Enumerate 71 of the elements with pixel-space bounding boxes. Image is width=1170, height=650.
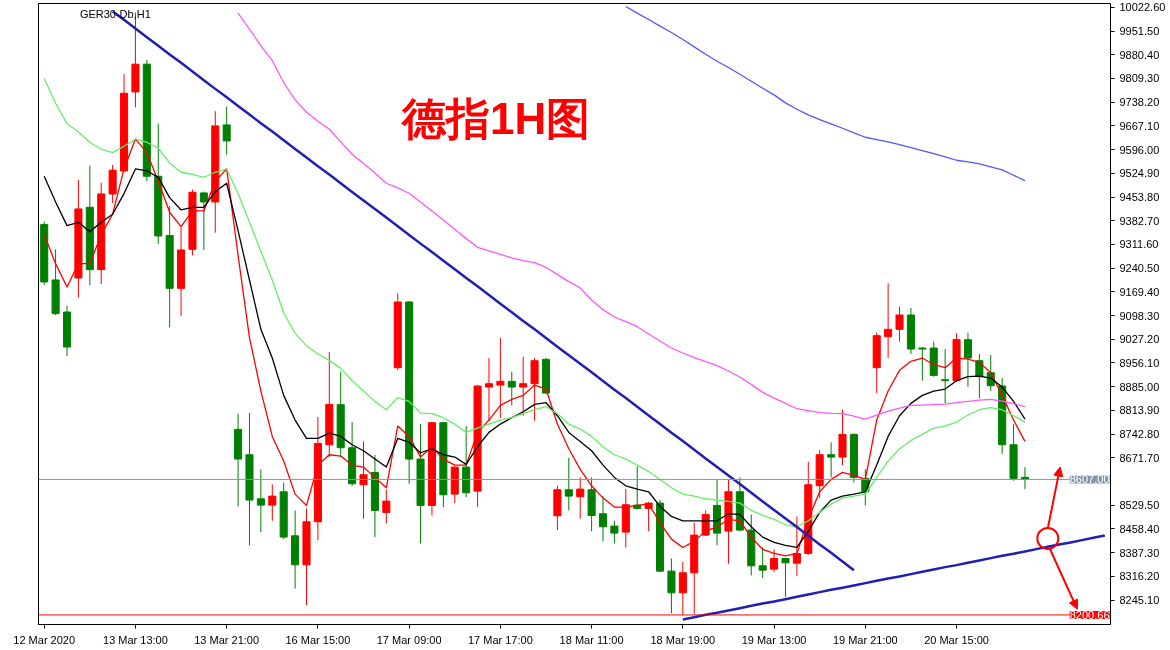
- line-series: [43, 77, 1026, 528]
- candlestick: [838, 409, 847, 466]
- candlestick: [222, 106, 231, 156]
- candlestick: [199, 191, 208, 251]
- y-tick-label: 9027.20: [1119, 333, 1160, 346]
- candlestick: [268, 483, 277, 522]
- y-tick-label: 9667.10: [1119, 119, 1160, 132]
- y-tick-label: 9382.70: [1119, 214, 1160, 227]
- y-tick-label: 9098.30: [1119, 309, 1160, 322]
- candlestick: [576, 476, 585, 520]
- line-series: [625, 5, 1026, 182]
- y-tick-label: 9169.40: [1119, 285, 1160, 298]
- y-tick-label: 8245.10: [1119, 594, 1160, 607]
- candlestick: [530, 357, 539, 422]
- candlestick: [610, 520, 619, 544]
- y-tick-label: 10022.60: [1119, 1, 1166, 14]
- candlestick: [108, 164, 117, 204]
- y-tick-label: 9524.90: [1119, 167, 1160, 180]
- y-tick-label: 9880.40: [1119, 48, 1160, 61]
- candlestick: [827, 441, 836, 478]
- x-tick-label: 20 Mar 15:00: [924, 633, 989, 646]
- candlestick: [667, 557, 676, 614]
- y-tick-label: 9596.00: [1119, 143, 1160, 156]
- candlestick: [564, 457, 573, 511]
- candlestick: [884, 282, 893, 359]
- text: 德指1H图: [399, 94, 591, 144]
- x-tick-label: 19 Mar 21:00: [832, 633, 898, 646]
- candlestick: [359, 440, 368, 520]
- y-tick-label: 8813.90: [1119, 404, 1160, 417]
- x-tick-label: 18 Mar 11:00: [559, 633, 624, 646]
- y-tick-label: 8742.80: [1119, 428, 1160, 441]
- candlestick: [701, 509, 710, 537]
- y-tick-label: 9951.50: [1119, 25, 1160, 38]
- ref-line-label: 8200.66: [1069, 608, 1110, 621]
- candlestick: [644, 501, 653, 532]
- ref-line-label: 8607.00: [1069, 473, 1110, 486]
- candlestick: [507, 371, 516, 406]
- x-tick-label: 18 Mar 19:00: [650, 633, 716, 646]
- candlestick: [918, 346, 927, 382]
- y-tick-label: 8529.50: [1119, 499, 1160, 512]
- y-tick-label: 8671.70: [1119, 451, 1160, 464]
- candlestick: [781, 557, 790, 598]
- y-tick-label: 8885.00: [1119, 380, 1160, 393]
- candlestick: [963, 332, 972, 388]
- candlestick: [758, 546, 767, 579]
- y-tick-label: 9809.30: [1119, 72, 1160, 85]
- candlestick: [598, 495, 608, 542]
- y-tick-label: 8458.40: [1119, 522, 1160, 535]
- candlestick: [496, 337, 505, 419]
- candlestick: [484, 357, 493, 422]
- x-tick-label: 13 Mar 13:00: [103, 633, 168, 646]
- y-tick-label: 8387.30: [1119, 546, 1160, 559]
- y-tick-label: 9738.20: [1119, 96, 1160, 109]
- x-tick-label: 19 Mar 13:00: [741, 633, 807, 646]
- line-series: [237, 12, 1026, 420]
- x-tick-label: 17 Mar 17:00: [467, 633, 533, 646]
- x-tick-label: 13 Mar 21:00: [194, 633, 260, 646]
- y-tick-label: 9311.60: [1119, 238, 1159, 251]
- candlestick: [895, 306, 904, 343]
- candlestick: [256, 468, 265, 533]
- x-tick-label: 12 Mar 2020: [13, 633, 76, 646]
- y-tick-label: 9453.80: [1119, 191, 1160, 203]
- x-tick-label: 17 Mar 09:00: [376, 633, 442, 646]
- candlestick: [382, 489, 391, 524]
- y-tick-label: 9240.50: [1119, 262, 1160, 275]
- candlestick: [519, 356, 528, 417]
- candlestick: [941, 348, 950, 404]
- y-tick-label: 8956.10: [1119, 356, 1160, 369]
- line-series: [681, 534, 1107, 621]
- x-tick-label: 16 Mar 15:00: [285, 633, 351, 646]
- y-tick-label: 8316.20: [1119, 570, 1160, 583]
